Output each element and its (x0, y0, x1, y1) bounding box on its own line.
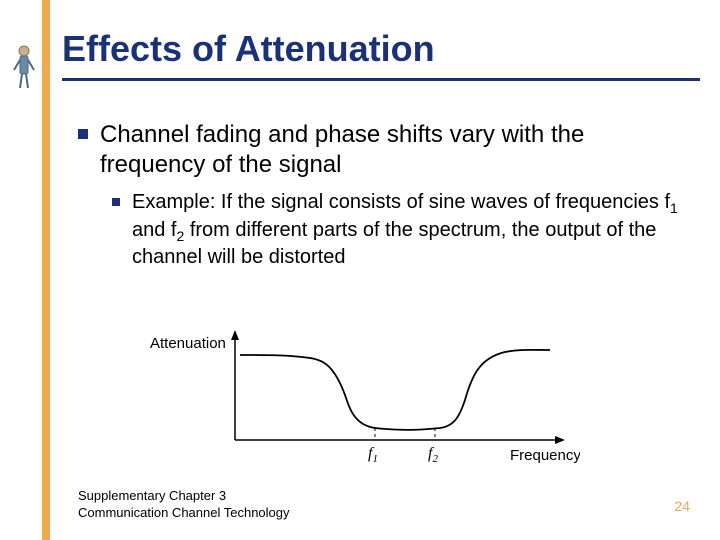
side-accent-bar (42, 0, 50, 540)
footer-line-2: Communication Channel Technology (78, 504, 290, 522)
bullet-square-icon (78, 129, 88, 139)
bullet-main: Channel fading and phase shifts vary wit… (78, 120, 680, 180)
bullet-sub: Example: If the signal consists of sine … (112, 190, 680, 270)
attenuation-chart: Attenuation Frequency f1 f2 (150, 320, 580, 480)
content-area: Channel fading and phase shifts vary wit… (78, 120, 680, 280)
attenuation-curve (240, 350, 550, 430)
f2-label: f2 (428, 445, 438, 465)
x-axis-label: Frequency (510, 447, 580, 464)
bullet-main-text: Channel fading and phase shifts vary wit… (100, 120, 680, 180)
footer-line-1: Supplementary Chapter 3 (78, 487, 290, 505)
title-block: Effects of Attenuation (62, 28, 700, 81)
f1-label: f1 (368, 445, 378, 465)
subscript-1: 1 (670, 200, 678, 216)
bullet-sub-text: Example: If the signal consists of sine … (132, 190, 680, 270)
x-axis-arrow-icon (555, 436, 565, 444)
title-underline (62, 78, 700, 81)
page-title: Effects of Attenuation (62, 28, 700, 76)
sub-text-part: from different parts of the spectrum, th… (132, 219, 656, 269)
page-number: 24 (674, 498, 690, 514)
sub-text-part: and f (132, 219, 176, 241)
bullet-square-icon (112, 198, 120, 206)
y-axis-label: Attenuation (150, 335, 226, 352)
slide-logo (12, 44, 36, 92)
y-axis-arrow-icon (231, 330, 239, 340)
sub-text-part: Example: If the signal consists of sine … (132, 191, 670, 213)
footer-text: Supplementary Chapter 3 Communication Ch… (78, 487, 290, 522)
